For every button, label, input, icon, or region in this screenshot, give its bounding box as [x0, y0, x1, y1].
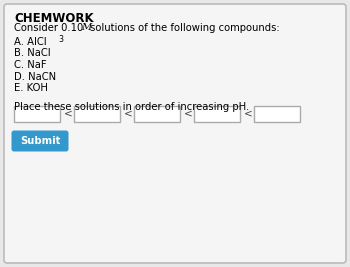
Text: Submit: Submit: [20, 136, 60, 146]
Text: 3: 3: [58, 35, 63, 44]
Text: A. AlCl: A. AlCl: [14, 37, 47, 47]
Bar: [194, 106, 240, 122]
Text: <: <: [64, 109, 73, 119]
Bar: [134, 106, 180, 122]
Text: C. NaF: C. NaF: [14, 60, 47, 70]
Text: E. KOH: E. KOH: [14, 83, 48, 93]
Text: Place these solutions in order of increasing pH.: Place these solutions in order of increa…: [14, 102, 249, 112]
Text: B. NaCl: B. NaCl: [14, 49, 51, 58]
Text: <: <: [184, 109, 193, 119]
Text: CHEMWORK: CHEMWORK: [14, 12, 94, 25]
Bar: [74, 106, 120, 122]
Text: solutions of the following compounds:: solutions of the following compounds:: [87, 23, 280, 33]
FancyBboxPatch shape: [12, 131, 69, 151]
FancyBboxPatch shape: [4, 4, 346, 263]
Text: <: <: [124, 109, 133, 119]
Text: D. NaCN: D. NaCN: [14, 72, 56, 81]
Bar: [14, 106, 60, 122]
Text: Consider 0.10: Consider 0.10: [14, 23, 86, 33]
Text: <: <: [244, 109, 253, 119]
Text: M: M: [81, 23, 91, 32]
Bar: [254, 106, 300, 122]
